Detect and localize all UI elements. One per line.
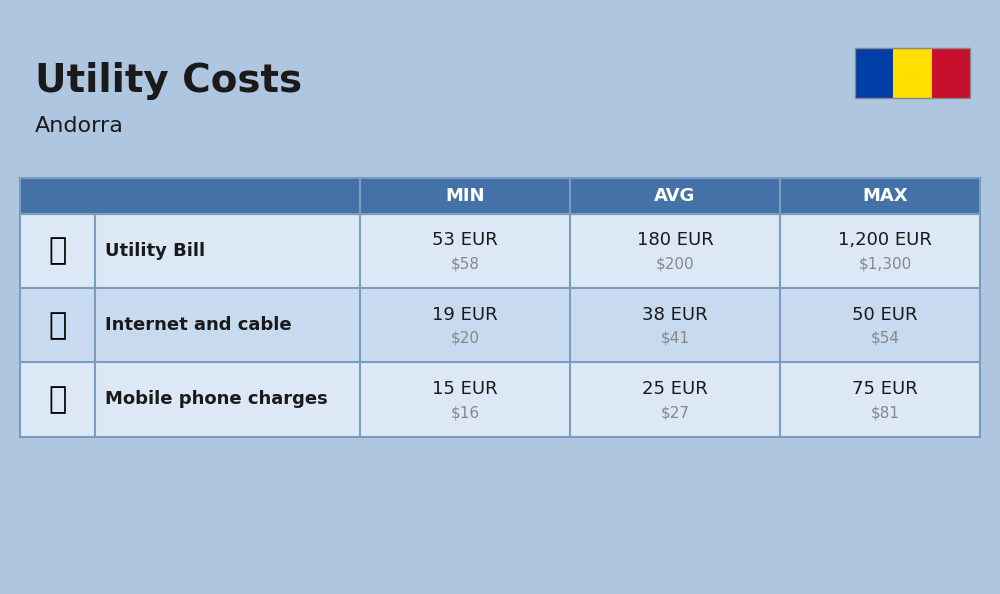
Text: $41: $41: [660, 331, 689, 346]
Text: 1,200 EUR: 1,200 EUR: [838, 231, 932, 249]
Text: MIN: MIN: [445, 187, 485, 205]
Text: 25 EUR: 25 EUR: [642, 380, 708, 398]
Text: 53 EUR: 53 EUR: [432, 231, 498, 249]
Text: Internet and cable: Internet and cable: [105, 316, 292, 334]
Text: Utility Costs: Utility Costs: [35, 62, 302, 100]
Text: 19 EUR: 19 EUR: [432, 305, 498, 324]
FancyBboxPatch shape: [20, 288, 980, 362]
Text: $20: $20: [450, 331, 479, 346]
Text: 180 EUR: 180 EUR: [637, 231, 713, 249]
Text: 🏠: 🏠: [48, 236, 67, 266]
Text: 📡: 📡: [48, 311, 67, 340]
FancyBboxPatch shape: [893, 48, 932, 98]
Text: $16: $16: [450, 405, 480, 420]
Text: 75 EUR: 75 EUR: [852, 380, 918, 398]
FancyBboxPatch shape: [20, 362, 980, 437]
Text: ⚔: ⚔: [908, 68, 917, 78]
FancyBboxPatch shape: [855, 48, 893, 98]
FancyBboxPatch shape: [932, 48, 970, 98]
Text: 15 EUR: 15 EUR: [432, 380, 498, 398]
Text: AVG: AVG: [654, 187, 696, 205]
Text: 50 EUR: 50 EUR: [852, 305, 918, 324]
Text: $27: $27: [660, 405, 689, 420]
Text: $200: $200: [656, 257, 694, 271]
Text: $1,300: $1,300: [858, 257, 912, 271]
FancyBboxPatch shape: [20, 178, 980, 214]
Text: 38 EUR: 38 EUR: [642, 305, 708, 324]
Text: $81: $81: [870, 405, 900, 420]
Text: Mobile phone charges: Mobile phone charges: [105, 390, 328, 409]
Text: Andorra: Andorra: [35, 116, 124, 136]
FancyBboxPatch shape: [20, 214, 980, 288]
Text: $58: $58: [450, 257, 479, 271]
Text: Utility Bill: Utility Bill: [105, 242, 205, 260]
Text: MAX: MAX: [862, 187, 908, 205]
Text: $54: $54: [870, 331, 900, 346]
Text: 📱: 📱: [48, 385, 67, 414]
